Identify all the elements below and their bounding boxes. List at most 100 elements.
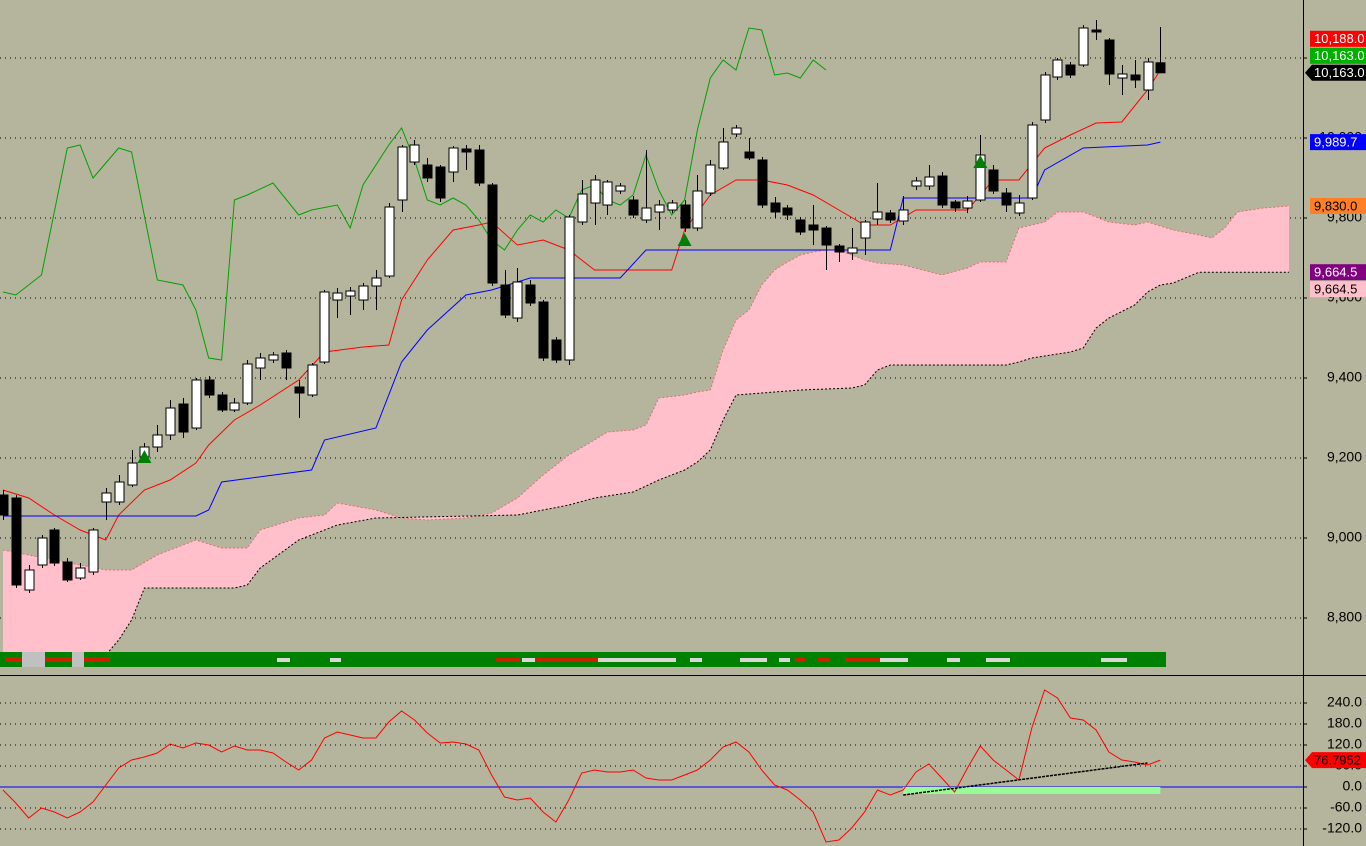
price-badge	[1310, 264, 1366, 281]
candle-body	[615, 185, 626, 192]
price-badge-label: 10,188.0	[1314, 31, 1365, 46]
candle-body	[641, 207, 652, 221]
candle-body	[1014, 202, 1025, 214]
candle-body	[1065, 64, 1076, 76]
candle-body	[860, 221, 871, 239]
candle-body	[975, 154, 986, 201]
candle-body	[1078, 27, 1089, 66]
candle-body	[577, 193, 588, 223]
candle-body	[654, 204, 665, 213]
strip-segment	[72, 652, 84, 667]
strip-segment	[330, 658, 341, 662]
candle-body	[1052, 59, 1063, 78]
candle-body	[1117, 73, 1128, 79]
candle-body	[422, 164, 433, 179]
candle-body	[307, 364, 318, 396]
candle-body	[217, 394, 228, 411]
candle-body	[564, 216, 575, 361]
candle-body	[538, 301, 549, 359]
candle-body	[281, 352, 292, 369]
price-badge	[1305, 64, 1366, 81]
y-tick-label: 8,800	[1327, 609, 1362, 625]
candle-body	[885, 212, 896, 221]
strip-segment	[740, 658, 767, 662]
candle-body	[62, 561, 73, 581]
price-badge-label: 9,664.5	[1314, 282, 1357, 297]
strip-segment	[1101, 658, 1127, 662]
price-badge	[1305, 752, 1366, 769]
candle-body	[268, 354, 279, 361]
strip-segment	[535, 658, 598, 662]
candle-body	[1091, 29, 1102, 33]
price-badge-label: 9,664.5	[1314, 265, 1357, 280]
candle-body	[319, 291, 330, 363]
candle-body	[1104, 39, 1115, 75]
candle-body	[88, 529, 99, 573]
candle-body	[937, 175, 948, 206]
candle-body	[512, 281, 523, 319]
candle-body	[808, 224, 819, 231]
price-badge-label: 10,163.0	[1314, 48, 1365, 63]
candle-body	[229, 402, 240, 411]
candle-body	[1155, 62, 1166, 74]
candle-body	[744, 151, 755, 159]
candle-body	[821, 227, 832, 246]
candle-body	[962, 200, 973, 209]
candle-body	[0, 494, 9, 516]
strip-segment	[690, 658, 702, 662]
price-badge	[1310, 281, 1366, 298]
cloud-fill	[3, 206, 1289, 655]
candle-body	[834, 245, 845, 253]
price-badge	[1310, 198, 1366, 214]
candle-body	[127, 462, 138, 486]
y-tick-label: 120.0	[1327, 736, 1362, 752]
signal-arrow	[677, 233, 692, 246]
candle-body	[1143, 61, 1154, 91]
candle-body	[345, 290, 356, 297]
candle-body	[49, 529, 60, 564]
candle-body	[435, 166, 446, 199]
candle-body	[397, 146, 408, 201]
strip-segment	[795, 658, 805, 662]
candle-body	[384, 206, 395, 277]
candle-body	[242, 363, 253, 404]
strip-segment	[496, 658, 520, 662]
candle-body	[165, 407, 176, 436]
candle-body	[11, 497, 22, 586]
cci-line	[2, 689, 1161, 843]
y-tick-label: 9,200	[1327, 449, 1362, 465]
strip-segment	[598, 658, 676, 662]
cloud-lower-edge	[3, 271, 1289, 656]
candle-body	[705, 164, 716, 194]
candle-body	[75, 567, 86, 579]
strip-segment	[22, 652, 45, 667]
candle-body	[795, 219, 806, 233]
indicator-line	[3, 141, 1161, 517]
candle-body	[551, 339, 562, 361]
candle-body	[294, 386, 305, 394]
candle-body	[911, 180, 922, 187]
candle-body	[1027, 124, 1038, 199]
indicator-line	[2, 27, 827, 361]
candle-body	[847, 247, 858, 254]
strip-segment	[277, 658, 290, 662]
price-badge-label: 10,163.0	[1314, 65, 1365, 80]
y-tick-label: 9,000	[1327, 529, 1362, 545]
signal-arrow	[137, 450, 152, 463]
price-badge	[1310, 30, 1366, 47]
candle-body	[358, 285, 369, 301]
price-badges: 10,188.0 10,163.0 10,163.0 9,989.7 9,830.0 9,…	[1305, 30, 1366, 769]
candle-body	[409, 144, 420, 163]
strip-segment	[5, 657, 110, 662]
price-badge-label: 9,989.7	[1314, 135, 1357, 150]
candle-body	[24, 569, 35, 591]
candle-body	[718, 141, 729, 169]
candle-body	[204, 379, 215, 396]
candle-body	[872, 211, 883, 220]
trend-line	[903, 762, 1148, 796]
candle-body	[114, 481, 125, 503]
y-tick-label: 0.0	[1343, 778, 1363, 794]
